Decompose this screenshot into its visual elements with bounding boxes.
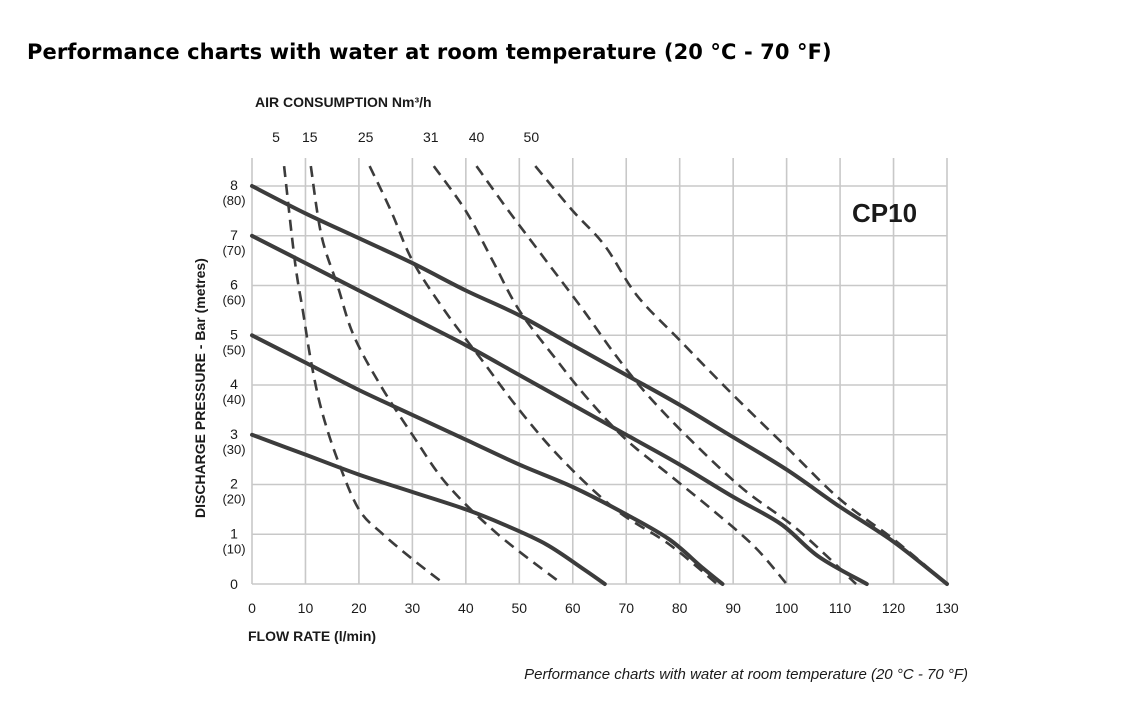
air-consumption-curve-50 [534, 165, 948, 585]
x-tick-label: 80 [672, 600, 688, 616]
pressure-curve-8-bar [250, 184, 949, 586]
pressure-curve-5-bar [250, 333, 725, 586]
x-tick-label: 0 [248, 600, 256, 616]
y-tick-label: 7 [230, 227, 238, 243]
y-tick-label: 4 [230, 376, 238, 392]
air-consumption-tick-label: 40 [469, 129, 485, 145]
x-tick-label: 10 [298, 600, 314, 616]
x-tick-label: 20 [351, 600, 367, 616]
air-consumption-tick-label: 5 [272, 129, 280, 145]
y-tick-label: 5 [230, 326, 238, 342]
x-tick-label: 100 [775, 600, 799, 616]
air-consumption-curves [282, 165, 948, 586]
air-consumption-curve-15 [309, 165, 563, 586]
y-tick-sublabel: (80) [222, 193, 245, 208]
pressure-curve-3-bar [250, 432, 607, 586]
pressure-curves [250, 184, 949, 586]
x-axis-ticks: 0 10 20 30 40 50 60 70 80 90 100 110 120 130 [248, 600, 959, 616]
y-tick-sublabel: (70) [222, 243, 245, 258]
y-tick-label: 6 [230, 277, 238, 293]
x-tick-label: 110 [829, 600, 852, 616]
air-consumption-curve-5 [282, 165, 446, 586]
x-tick-label: 90 [725, 600, 741, 616]
y-tick-sublabel: (50) [222, 342, 245, 357]
y-tick-label: 8 [230, 177, 238, 193]
y-axis-ticks: 0 1(10) 2(20) 3(30) 4(40) 5(50) 6(60) 7(70) 8(80… [222, 177, 245, 592]
model-label: CP10 [852, 198, 917, 228]
x-tick-label: 50 [512, 600, 528, 616]
air-consumption-tick-label: 31 [423, 129, 439, 145]
chart-grid [251, 158, 948, 585]
y-tick-sublabel: (40) [222, 392, 245, 407]
y-tick-sublabel: (30) [222, 442, 245, 457]
x-tick-label: 70 [618, 600, 634, 616]
y-tick-sublabel: (10) [222, 541, 245, 556]
x-tick-label: 30 [405, 600, 421, 616]
x-tick-label: 60 [565, 600, 581, 616]
air-consumption-curve-25 [368, 165, 718, 586]
y-tick-label: 3 [230, 426, 238, 442]
x-axis-label: FLOW RATE (l/min) [248, 628, 376, 644]
y-tick-sublabel: (20) [222, 492, 245, 507]
y-tick-label: 2 [230, 476, 238, 492]
x-tick-label: 40 [458, 600, 474, 616]
air-consumption-axis-label: AIR CONSUMPTION Nm³/h [255, 94, 432, 110]
chart-caption: Performance charts with water at room te… [524, 666, 968, 683]
y-axis-label: DISCHARGE PRESSURE - Bar (metres) [192, 258, 208, 518]
y-tick-label: 0 [230, 576, 238, 592]
x-tick-label: 120 [882, 600, 906, 616]
air-consumption-tick-label: 15 [302, 129, 318, 145]
air-consumption-tick-label: 25 [358, 129, 374, 145]
air-consumption-ticks: 5 15 25 31 40 50 [272, 129, 539, 145]
air-consumption-tick-label: 50 [524, 129, 540, 145]
air-consumption-curve-31 [432, 165, 788, 585]
y-tick-sublabel: (60) [222, 293, 245, 308]
page-title: Performance charts with water at room te… [27, 40, 832, 64]
pressure-curve-7-bar [250, 233, 869, 586]
x-tick-label: 130 [935, 600, 959, 616]
y-tick-label: 1 [230, 525, 238, 541]
air-consumption-curve-40 [475, 165, 857, 585]
